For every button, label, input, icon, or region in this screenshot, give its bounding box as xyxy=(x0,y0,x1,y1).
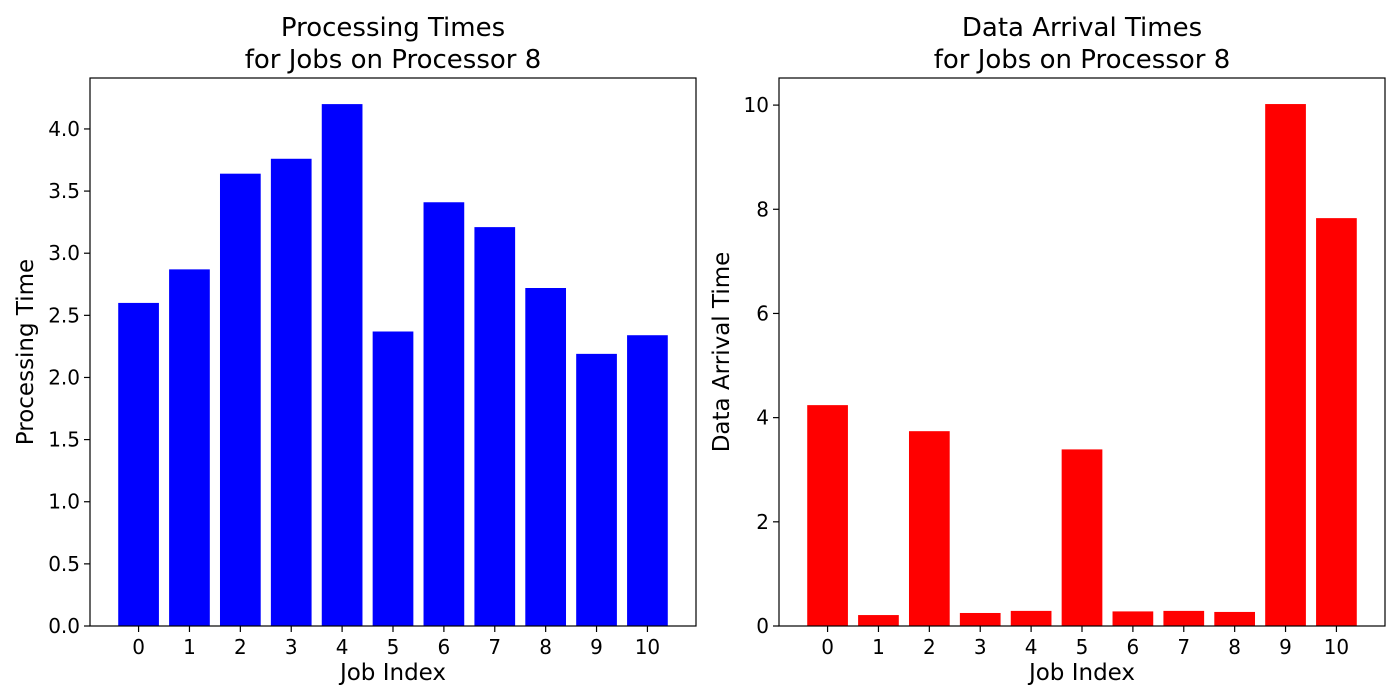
bar-job-8 xyxy=(525,288,567,626)
y-tick-label: 4 xyxy=(756,406,769,430)
y-tick-label: 3.0 xyxy=(48,241,80,265)
x-axis-label: Job Index xyxy=(1027,660,1135,686)
x-tick-label: 3 xyxy=(974,635,987,659)
x-tick-label: 3 xyxy=(285,635,298,659)
x-tick-label: 9 xyxy=(590,635,603,659)
bar-job-7 xyxy=(1163,610,1205,626)
bar-job-3 xyxy=(959,612,1001,626)
x-tick-label: 0 xyxy=(132,635,145,659)
y-axis-label: Processing Time xyxy=(13,259,39,445)
x-tick-label: 1 xyxy=(872,635,885,659)
y-tick-label: 1.0 xyxy=(48,490,80,514)
bar-job-9 xyxy=(576,353,617,626)
y-tick-label: 8 xyxy=(756,197,769,221)
y-axis-label: Data Arrival Time xyxy=(709,252,735,453)
bar-job-0 xyxy=(807,405,848,626)
chart-title-line-2: for Jobs on Processor 8 xyxy=(245,45,542,75)
bar-job-2 xyxy=(219,173,261,626)
y-tick-label: 0.0 xyxy=(48,614,80,638)
y-tick-label: 4.0 xyxy=(48,117,80,141)
y-tick-label: 2.5 xyxy=(48,303,80,327)
x-tick-label: 10 xyxy=(1324,635,1349,659)
y-tick-label: 0 xyxy=(756,614,769,638)
bar-job-5 xyxy=(372,331,414,626)
x-tick-label: 8 xyxy=(539,635,552,659)
x-tick-label: 7 xyxy=(488,635,501,659)
y-tick-label: 6 xyxy=(756,301,769,325)
bar-job-10 xyxy=(1316,218,1357,626)
data-arrival-times-chart: Data Arrival Times for Jobs on Processor… xyxy=(709,13,1386,686)
plot-frame xyxy=(778,77,1386,627)
x-tick-label: 0 xyxy=(821,635,834,659)
x-tick-label: 4 xyxy=(336,635,349,659)
bar-job-6 xyxy=(423,202,465,626)
bar-series xyxy=(118,104,668,627)
y-axis-ticks: 0 2 4 6 8 10 xyxy=(744,93,779,638)
plot-frame xyxy=(89,77,697,627)
x-axis-ticks: 0 1 2 3 4 5 6 7 8 9 10 xyxy=(132,626,660,659)
y-tick-label: 3.5 xyxy=(48,179,80,203)
x-tick-label: 1 xyxy=(183,635,196,659)
y-tick-label: 2.0 xyxy=(48,365,80,389)
x-tick-label: 6 xyxy=(1127,635,1140,659)
y-tick-label: 2 xyxy=(756,510,769,534)
bar-job-8 xyxy=(1214,611,1256,626)
y-tick-label: 10 xyxy=(744,93,769,117)
x-tick-label: 2 xyxy=(923,635,936,659)
bar-job-6 xyxy=(1112,611,1154,626)
chart-title-line-2: for Jobs on Processor 8 xyxy=(934,45,1231,75)
x-tick-label: 4 xyxy=(1025,635,1038,659)
x-tick-label: 2 xyxy=(234,635,247,659)
chart-title-line-1: Data Arrival Times xyxy=(962,13,1202,43)
x-tick-label: 8 xyxy=(1228,635,1241,659)
bar-job-3 xyxy=(270,158,312,626)
x-axis-ticks: 0 1 2 3 4 5 6 7 8 9 10 xyxy=(821,626,1349,659)
x-tick-label: 9 xyxy=(1279,635,1292,659)
chart-title-line-1: Processing Times xyxy=(281,13,505,43)
y-axis-ticks: 0.0 0.5 1.0 1.5 2.0 2.5 3.0 3.5 4.0 xyxy=(48,117,90,638)
bar-job-1 xyxy=(858,615,899,626)
bar-job-1 xyxy=(169,269,210,626)
y-tick-label: 1.5 xyxy=(48,428,80,452)
x-tick-label: 7 xyxy=(1177,635,1190,659)
bar-job-4 xyxy=(1010,610,1052,626)
x-tick-label: 10 xyxy=(635,635,660,659)
bar-series xyxy=(807,104,1357,627)
bar-job-9 xyxy=(1265,104,1306,627)
bar-job-2 xyxy=(908,431,950,626)
x-tick-label: 5 xyxy=(1076,635,1089,659)
bar-job-7 xyxy=(474,227,516,626)
y-tick-label: 0.5 xyxy=(48,552,80,576)
bar-job-4 xyxy=(321,104,363,627)
x-tick-label: 6 xyxy=(438,635,451,659)
bar-job-10 xyxy=(627,335,668,626)
bar-job-0 xyxy=(118,302,159,626)
bar-job-5 xyxy=(1061,449,1103,626)
x-axis-label: Job Index xyxy=(338,660,446,686)
processing-times-chart: Processing Times for Jobs on Processor 8… xyxy=(13,13,697,686)
x-tick-label: 5 xyxy=(387,635,400,659)
